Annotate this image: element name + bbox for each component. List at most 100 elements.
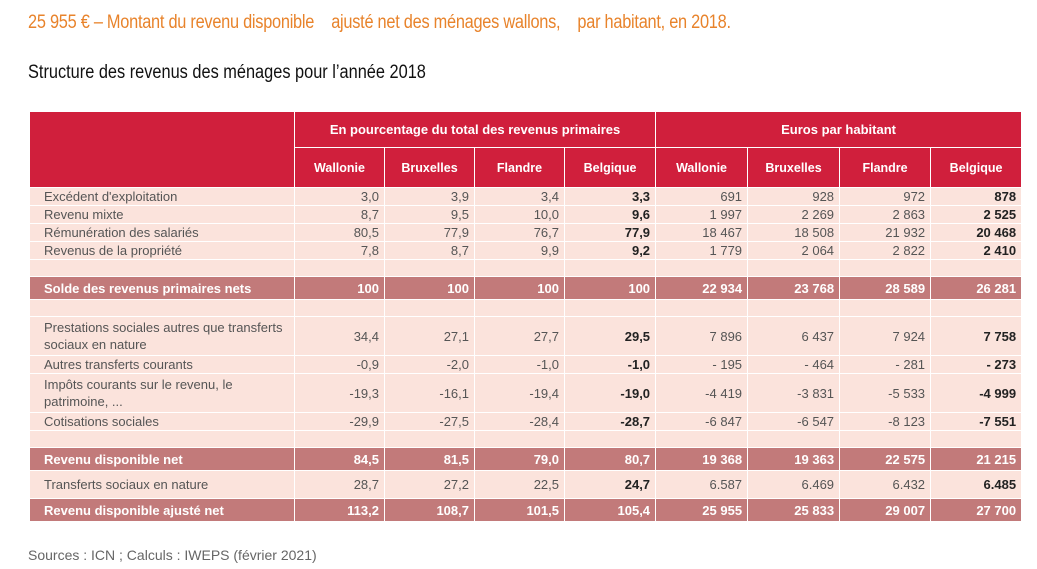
value-cell: 23 768 [747,276,841,300]
col-header: Bruxelles [384,147,475,188]
row-label: Revenu disponible ajusté net [29,498,295,522]
value-cell: 1 997 [655,205,749,224]
empty-cell [839,430,932,448]
col-header: Bruxelles [747,147,841,188]
value-cell: -1,0 [474,355,565,374]
value-cell: 2 525 [930,205,1023,224]
spacer-row [29,430,1023,448]
row-label: Prestations sociales autres que transfer… [29,316,295,356]
empty-cell [839,299,932,317]
empty-cell [294,430,385,448]
header-group-euros: Euros par habitant [655,111,1023,148]
value-cell: 77,9 [563,223,657,242]
value-cell: 8,7 [384,241,475,260]
value-cell: 20 468 [930,223,1023,242]
empty-cell [930,299,1023,317]
table-row: Revenu mixte 8,7 9,5 10,0 9,6 1 997 2 269 2 863… [29,205,1023,224]
value-cell: 2 269 [747,205,841,224]
value-cell: 28,7 [294,470,385,499]
empty-cell [384,430,475,448]
value-cell: 108,7 [384,498,475,522]
table-row: Revenus de la propriété 7,8 8,7 9,9 9,2 1 779… [29,241,1023,260]
empty-cell [563,259,657,277]
value-cell: 7 924 [839,316,932,356]
value-cell: 29 007 [839,498,932,522]
value-cell: 6 437 [747,316,841,356]
col-header: Wallonie [655,147,749,188]
row-label: Autres transferts courants [29,355,295,374]
empty-cell [655,259,749,277]
value-cell: 22,5 [474,470,565,499]
value-cell: -19,0 [563,373,657,413]
value-cell: -28,4 [474,412,565,431]
value-cell: 27,1 [384,316,475,356]
value-cell: 84,5 [294,447,385,471]
value-cell: 101,5 [474,498,565,522]
value-cell: 2 410 [930,241,1023,260]
row-label: Solde des revenus primaires nets [29,276,295,300]
value-cell: - 195 [655,355,749,374]
row-label: Revenus de la propriété [29,241,295,260]
value-cell: 29,5 [563,316,657,356]
value-cell: 7 758 [930,316,1023,356]
empty-cell [474,299,565,317]
spacer-row [29,259,1023,277]
row-label: Transferts sociaux en nature [29,470,295,499]
empty-cell [563,299,657,317]
value-cell: 113,2 [294,498,385,522]
row-label: Revenu disponible net [29,447,295,471]
value-cell: -3 831 [747,373,841,413]
value-cell: 2 863 [839,205,932,224]
row-label: Impôts courants sur le revenu, le patrim… [29,373,295,413]
value-cell: -6 547 [747,412,841,431]
empty-cell [294,259,385,277]
empty-cell [563,430,657,448]
value-cell: 27,7 [474,316,565,356]
value-cell: 25 955 [655,498,749,522]
empty-cell [839,259,932,277]
value-cell: 6.485 [930,470,1023,499]
value-cell: 9,5 [384,205,475,224]
value-cell: -4 419 [655,373,749,413]
value-cell: 24,7 [563,470,657,499]
empty-cell [29,430,295,448]
value-cell: 77,9 [384,223,475,242]
table-row: Rémunération des salariés 80,5 77,9 76,7 77,… [29,223,1023,242]
source-note: Sources : ICN ; Calculs : IWEPS (février… [28,547,317,563]
value-cell: 3,4 [474,187,565,206]
empty-cell [474,430,565,448]
row-label: Cotisations sociales [29,412,295,431]
value-cell: 27,2 [384,470,475,499]
value-cell: 7,8 [294,241,385,260]
value-cell: -29,9 [294,412,385,431]
empty-cell [474,259,565,277]
row-label: Revenu mixte [29,205,295,224]
value-cell: -0,9 [294,355,385,374]
value-cell: -1,0 [563,355,657,374]
table-row: Cotisations sociales -29,9 -27,5 -28,4 -28,7… [29,412,1023,431]
spacer-row [29,299,1023,317]
empty-cell [747,259,841,277]
total-row: Solde des revenus primaires nets 100 100 10… [29,276,1023,300]
value-cell: 9,9 [474,241,565,260]
header-group-percent: En pourcentage du total des revenus prim… [293,111,657,148]
value-cell: 7 896 [655,316,749,356]
value-cell: 81,5 [384,447,475,471]
table-row: Transferts sociaux en nature 28,7 27,2 22,5… [29,470,1023,499]
value-cell: 100 [294,276,385,300]
col-header: Wallonie [294,147,385,188]
value-cell: 80,5 [294,223,385,242]
income-structure-table: En pourcentage du total des revenus prim… [29,111,1023,522]
value-cell: 34,4 [294,316,385,356]
value-cell: -28,7 [563,412,657,431]
value-cell: 76,7 [474,223,565,242]
value-cell: 19 363 [747,447,841,471]
value-cell: 27 700 [930,498,1023,522]
empty-cell [930,259,1023,277]
value-cell: -16,1 [384,373,475,413]
value-cell: 105,4 [563,498,657,522]
value-cell: 8,7 [294,205,385,224]
empty-cell [29,299,295,317]
value-cell: - 464 [747,355,841,374]
empty-cell [655,299,749,317]
